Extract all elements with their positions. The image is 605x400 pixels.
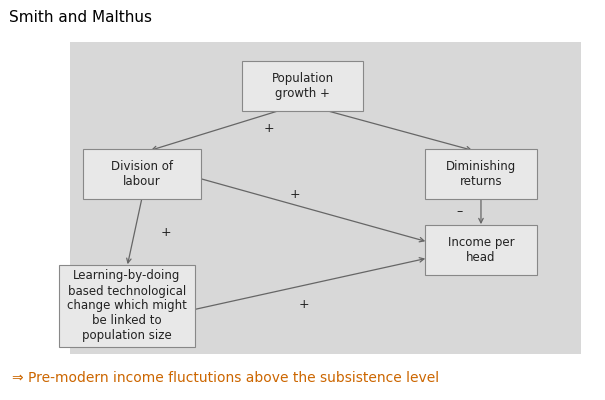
Text: Diminishing
returns: Diminishing returns xyxy=(446,160,516,188)
Text: Learning-by-doing
based technological
change which might
be linked to
population: Learning-by-doing based technological ch… xyxy=(67,270,187,342)
FancyBboxPatch shape xyxy=(59,265,195,347)
FancyBboxPatch shape xyxy=(425,225,537,275)
Text: Income per
head: Income per head xyxy=(448,236,514,264)
Text: –: – xyxy=(457,206,463,218)
FancyBboxPatch shape xyxy=(70,42,581,354)
Text: Smith and Malthus: Smith and Malthus xyxy=(9,10,152,25)
Text: +: + xyxy=(290,188,300,200)
Text: Division of
labour: Division of labour xyxy=(111,160,173,188)
Text: Population
growth +: Population growth + xyxy=(272,72,333,100)
FancyBboxPatch shape xyxy=(425,149,537,199)
Text: +: + xyxy=(264,122,275,136)
FancyBboxPatch shape xyxy=(242,61,363,111)
FancyBboxPatch shape xyxy=(83,149,201,199)
Text: +: + xyxy=(299,298,309,310)
Text: ⇒ Pre-modern income fluctutions above the subsistence level: ⇒ Pre-modern income fluctutions above th… xyxy=(12,371,439,385)
Text: +: + xyxy=(161,226,172,238)
